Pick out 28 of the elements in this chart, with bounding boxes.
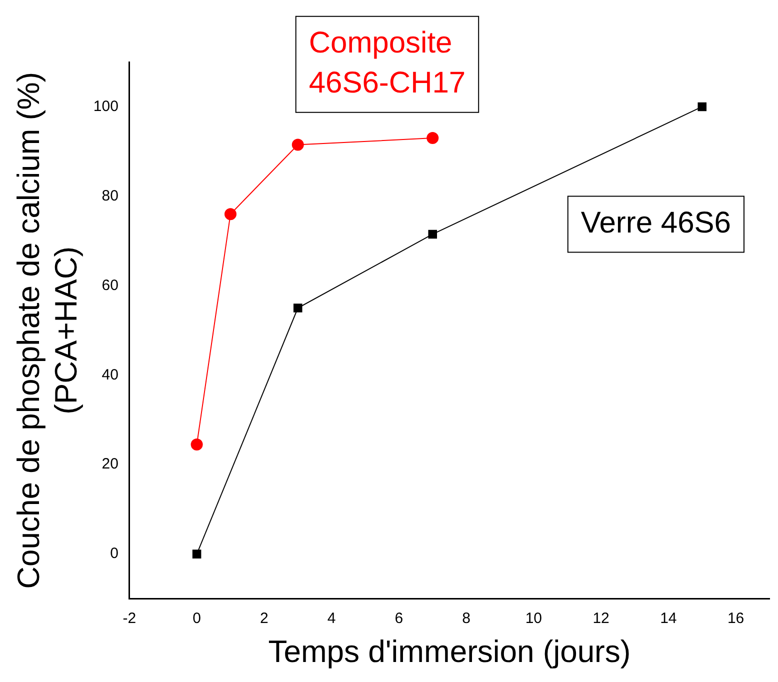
point [698,102,707,112]
y-tick-label: 0 [110,545,118,562]
x-tick-label: 2 [260,610,268,627]
y-tick-label: 20 [102,456,118,473]
x-axis-title: Temps d'immersion (jours) [268,634,631,669]
point [192,550,202,558]
x-tick-label: 8 [462,610,470,627]
point [190,438,203,450]
x-tick-label: -2 [122,610,136,627]
y-axis-title: Couche de phosphate de calcium (%) (PCA+HAC) [11,72,84,589]
x-tick-label: 16 [727,610,744,627]
x-tick-label: 14 [660,610,677,627]
x-tick-label: 0 [192,610,201,627]
y-tick-label: 40 [102,366,118,384]
series-label: Composite 46S6-CH17 [308,26,466,100]
point [428,230,438,239]
series-label: Verre 46S6 [580,206,731,240]
point [224,208,236,220]
x-tick-label: 4 [327,610,336,627]
point [426,132,439,144]
point [293,304,302,312]
point [292,138,304,151]
y-tick-label: 80 [102,187,118,204]
x-tick-label: 6 [394,610,404,627]
y-tick-label: 60 [102,276,118,294]
y-tick-label: 100 [93,98,118,115]
x-tick-label: 12 [592,610,610,627]
x-tick-label: 10 [525,610,542,627]
